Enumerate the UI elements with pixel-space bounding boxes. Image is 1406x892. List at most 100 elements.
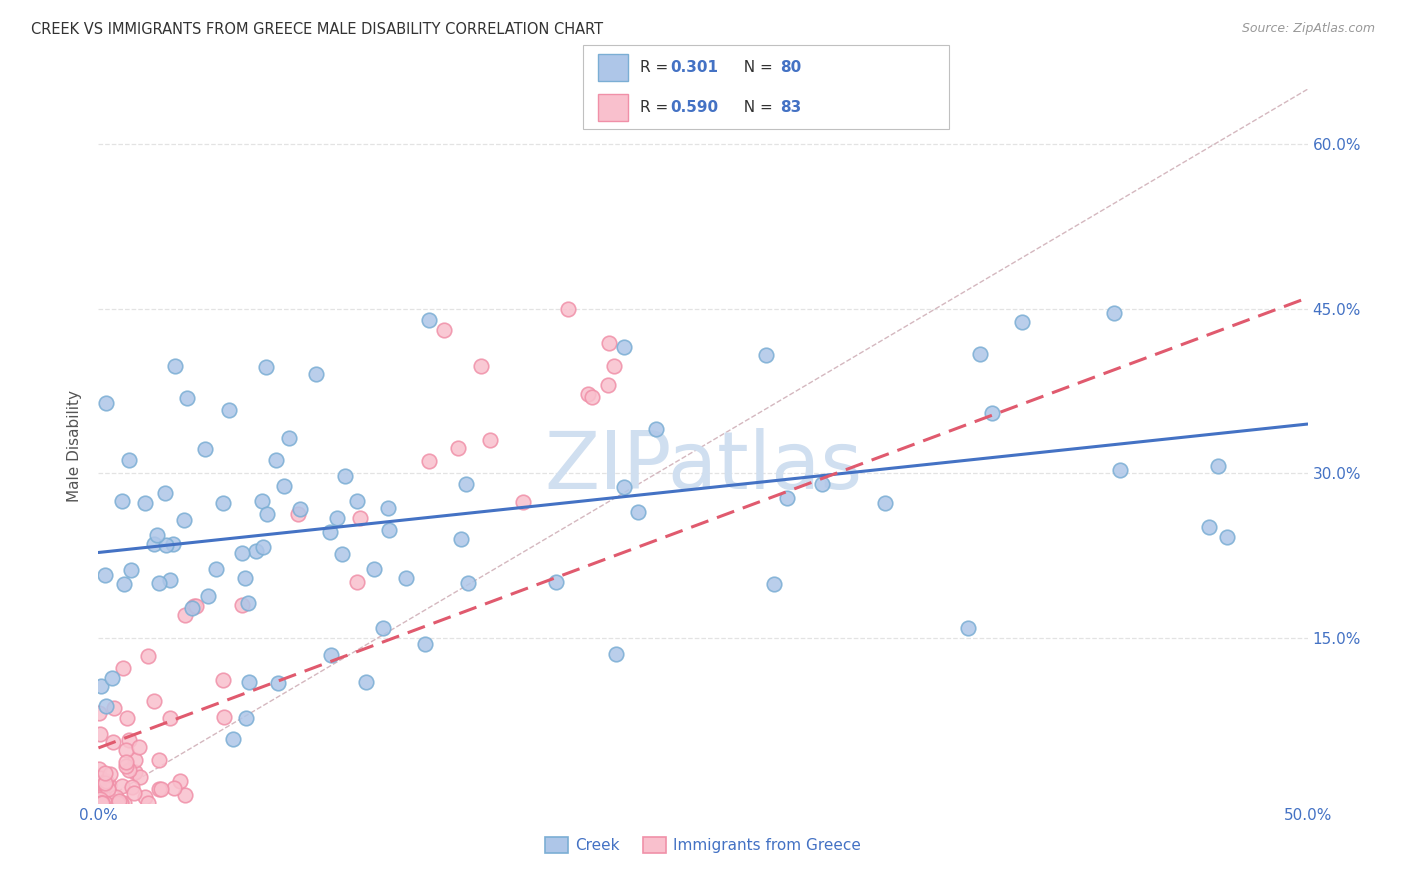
Point: [134, 790, 156, 805]
Point: [94, 698, 117, 713]
Point: [233, 571, 256, 585]
Point: [117, 763, 139, 777]
Point: [176, 391, 198, 405]
Point: [546, 574, 568, 589]
Point: [87, 706, 110, 720]
Point: [174, 788, 197, 802]
Point: [645, 422, 668, 436]
Point: [142, 693, 165, 707]
Point: [155, 485, 177, 500]
Point: [377, 501, 399, 516]
Point: [94, 796, 117, 810]
Point: [165, 359, 187, 373]
Y-axis label: Male Disability: Male Disability: [67, 390, 83, 502]
Point: [94, 791, 117, 805]
Point: [103, 701, 125, 715]
Text: 83: 83: [780, 100, 801, 115]
Point: [89, 727, 111, 741]
Point: [96, 796, 118, 810]
Point: [763, 577, 786, 591]
Point: [150, 782, 173, 797]
Point: [581, 390, 603, 404]
Point: [89, 792, 111, 806]
Text: ZIPatlas: ZIPatlas: [544, 428, 862, 507]
Point: [155, 538, 177, 552]
Point: [1198, 520, 1220, 534]
Point: [433, 323, 456, 337]
Point: [254, 359, 277, 374]
Point: [122, 786, 145, 800]
Point: [148, 575, 170, 590]
Point: [354, 675, 377, 690]
Point: [457, 575, 479, 590]
Point: [598, 335, 620, 350]
Point: [288, 502, 311, 516]
Point: [98, 796, 121, 810]
Point: [447, 442, 470, 456]
Point: [110, 796, 132, 810]
Point: [89, 762, 111, 776]
Point: [89, 789, 111, 804]
Point: [454, 477, 477, 491]
Point: [97, 796, 120, 810]
Text: N =: N =: [734, 60, 778, 75]
Point: [349, 511, 371, 525]
Point: [94, 396, 117, 410]
Point: [197, 589, 219, 603]
Point: [221, 732, 243, 747]
Point: [118, 733, 141, 747]
Point: [231, 546, 253, 560]
Point: [277, 431, 299, 445]
Point: [128, 739, 150, 754]
Point: [138, 796, 160, 810]
Point: [89, 771, 111, 785]
Point: [112, 661, 135, 675]
Point: [873, 495, 896, 509]
Point: [87, 780, 110, 794]
Point: [236, 596, 259, 610]
Point: [346, 494, 368, 508]
Point: [93, 778, 115, 792]
Point: [613, 340, 636, 354]
Point: [186, 599, 208, 614]
Point: [211, 673, 233, 687]
Point: [111, 779, 134, 793]
Point: [159, 711, 181, 725]
Point: [346, 574, 368, 589]
Point: [97, 796, 120, 810]
Point: [87, 792, 110, 806]
Point: [98, 766, 121, 780]
Point: [245, 544, 267, 558]
Point: [603, 359, 626, 373]
Point: [231, 598, 253, 612]
Legend: Creek, Immigrants from Greece: Creek, Immigrants from Greece: [538, 831, 868, 859]
Point: [371, 621, 394, 635]
Point: [319, 524, 342, 539]
Point: [755, 348, 778, 362]
Point: [107, 796, 129, 810]
Point: [605, 647, 627, 661]
Point: [148, 782, 170, 797]
Point: [218, 403, 240, 417]
Point: [194, 442, 217, 456]
Point: [94, 777, 117, 791]
Point: [181, 600, 204, 615]
Point: [98, 778, 121, 792]
Point: [627, 505, 650, 519]
Point: [90, 679, 112, 693]
Point: [305, 368, 328, 382]
Text: N =: N =: [734, 100, 778, 115]
Point: [267, 676, 290, 690]
Point: [205, 562, 228, 576]
Point: [557, 301, 579, 316]
Text: R =: R =: [640, 60, 673, 75]
Point: [107, 794, 129, 808]
Point: [378, 524, 401, 538]
Text: 80: 80: [780, 60, 801, 75]
Point: [273, 479, 295, 493]
Point: [124, 752, 146, 766]
Point: [118, 453, 141, 467]
Point: [94, 765, 117, 780]
Text: 0.301: 0.301: [671, 60, 718, 75]
Text: R =: R =: [640, 100, 673, 115]
